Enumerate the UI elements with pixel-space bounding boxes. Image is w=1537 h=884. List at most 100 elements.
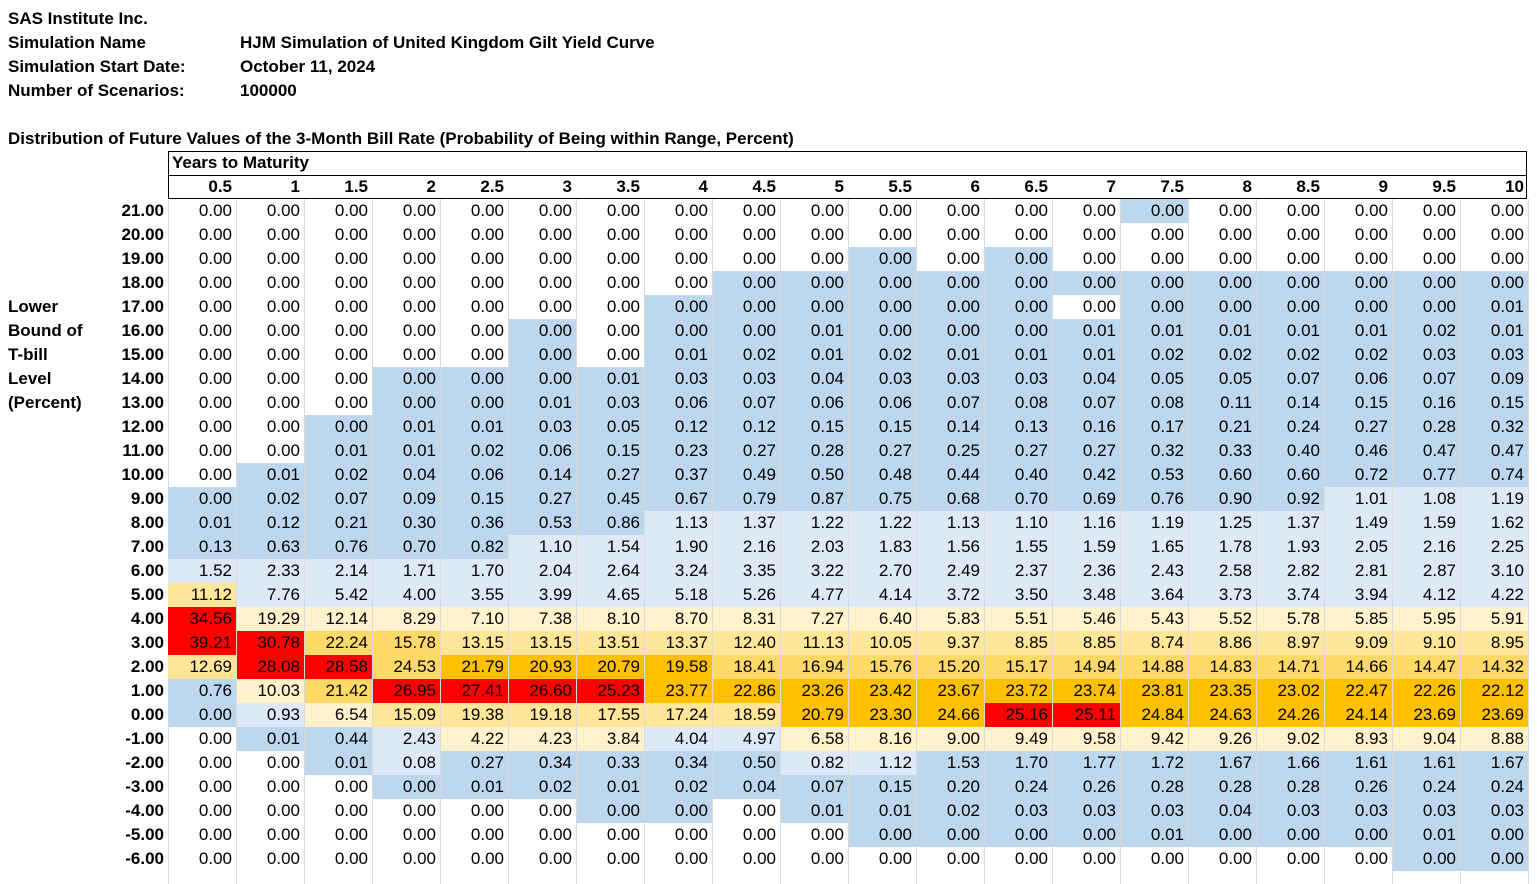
table-cell: 1.13 [645,511,712,535]
table-cell: 4.22 [1461,583,1528,607]
table-cell: 0.00 [1218,849,1252,868]
row-header: 6.00 [130,561,164,580]
table-cell: 8.29 [373,607,440,631]
table-cell: 0.00 [849,319,916,343]
table-cell: 0.00 [606,249,640,268]
table-cell: 2.16 [713,535,780,559]
table-cell: 0.03 [1121,799,1188,823]
table-cell: 8.10 [577,607,644,631]
table-cell: 0.04 [1189,799,1256,823]
table-cell: 0.00 [985,823,1052,847]
table-cell: 0.00 [917,823,984,847]
row-header: 21.00 [121,201,164,220]
table-cell: 2.82 [1257,559,1324,583]
table-cell: 0.09 [1461,367,1528,391]
table-cell: 9.26 [1189,727,1256,751]
table-cell: 0.00 [810,849,844,868]
column-header: 8.5 [1296,177,1320,196]
table-cell: 0.02 [1189,343,1256,367]
table-cell: 0.02 [917,799,984,823]
row-header: -5.00 [125,825,164,844]
table-cell: 0.01 [1325,319,1392,343]
table-cell: 0.01 [1121,823,1188,847]
table-cell: 0.00 [1150,225,1184,244]
table-cell: 21.42 [305,679,372,703]
row-header: 15.00 [121,345,164,364]
table-cell: 0.00 [198,297,232,316]
table-cell: 0.00 [810,249,844,268]
table-cell: 1.37 [713,511,780,535]
gridline [1188,199,1189,884]
table-cell: 0.00 [198,801,232,820]
start-date: October 11, 2024 [240,57,376,76]
table-cell: 0.00 [1150,249,1184,268]
table-cell: 0.12 [645,415,712,439]
gridline [984,199,985,884]
table-cell: 0.00 [849,271,916,295]
table-cell: 0.00 [334,369,368,388]
table-cell: 23.42 [849,679,916,703]
table-cell: 0.00 [198,777,232,796]
table-cell: 0.00 [1490,201,1524,220]
table-cell: 0.02 [305,463,372,487]
table-cell: 23.26 [781,679,848,703]
table-cell: 0.50 [781,463,848,487]
table-cell: 11.13 [781,631,848,655]
table-cell: 11.12 [168,583,236,607]
simulation-name: HJM Simulation of United Kingdom Gilt Yi… [240,33,655,52]
table-cell: 0.16 [1393,391,1460,415]
table-cell: 0.00 [577,799,644,823]
table-cell: 0.00 [1354,249,1388,268]
gridline [644,199,645,884]
table-cell: 0.00 [538,825,572,844]
table-cell: 0.00 [168,703,236,727]
column-header: 9 [1378,177,1388,196]
table-cell: 0.00 [1354,225,1388,244]
table-cell: 8.85 [1053,631,1120,655]
table-cell: 25.11 [1053,703,1120,727]
table-cell: 0.15 [577,439,644,463]
table-cell: 0.00 [198,249,232,268]
table-cell: 2.03 [781,535,848,559]
table-cell: 0.00 [1053,823,1120,847]
row-header: 3.00 [130,633,164,652]
table-cell: 0.87 [781,487,848,511]
table-cell: 0.00 [334,321,368,340]
table-cell: 0.01 [1053,319,1120,343]
table-cell: 23.77 [645,679,712,703]
row-header: 20.00 [121,225,164,244]
table-cell: 0.01 [1393,823,1460,847]
table-cell: 3.74 [1257,583,1324,607]
column-header: 6.5 [1024,177,1048,196]
table-cell: 1.67 [1461,751,1528,775]
table-cell: 0.00 [606,273,640,292]
table-cell: 0.00 [713,319,780,343]
table-cell: 0.01 [577,367,644,391]
table-cell: 2.37 [985,559,1052,583]
table-cell: 22.47 [1325,679,1392,703]
gridline [1052,199,1053,884]
table-cell: 0.00 [402,201,436,220]
table-cell: 0.21 [305,511,372,535]
table-cell: 1.90 [645,535,712,559]
table-cell: 0.03 [1257,799,1324,823]
table-cell: 0.00 [402,345,436,364]
table-cell: 0.03 [577,391,644,415]
table-cell: 0.12 [713,415,780,439]
table-cell: 0.03 [1393,799,1460,823]
table-cell: 0.45 [577,487,644,511]
table-cell: 2.43 [373,727,440,751]
table-cell: 0.00 [1121,295,1188,319]
table-cell: 0.26 [1053,775,1120,799]
table-cell: 9.00 [917,727,984,751]
table-cell: 0.24 [1257,415,1324,439]
table-cell: 9.58 [1053,727,1120,751]
table-cell: 0.00 [1150,849,1184,868]
table-cell: 1.65 [1121,535,1188,559]
table-cell: 1.62 [1461,511,1528,535]
row-header: -6.00 [125,849,164,868]
table-cell: 8.86 [1189,631,1256,655]
table-cell: 0.06 [781,391,848,415]
column-header: 7.5 [1160,177,1184,196]
table-cell: 23.72 [985,679,1052,703]
